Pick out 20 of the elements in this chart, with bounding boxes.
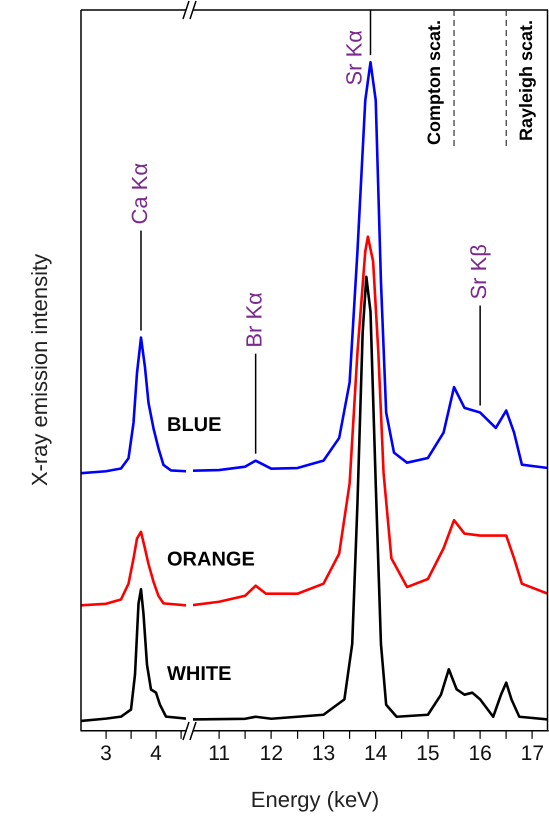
ref-line-label: Rayleigh scat. xyxy=(516,20,536,142)
x-tick-label: 3 xyxy=(100,742,112,766)
annotation: Ca Kα xyxy=(127,162,152,225)
x-axis-title: Energy (keV) xyxy=(250,787,380,813)
series-label: WHITE xyxy=(167,662,232,685)
x-tick-label: 12 xyxy=(260,742,283,766)
series-label: BLUE xyxy=(167,414,222,436)
x-tick-label: 16 xyxy=(468,742,492,766)
ref-line-label: Compton scat. xyxy=(424,20,444,146)
x-tick-label: 11 xyxy=(208,742,230,766)
x-tick-label: 4 xyxy=(150,742,162,766)
y-axis-title: X-ray emission intensity xyxy=(27,254,53,486)
x-tick-label: 17 xyxy=(520,742,544,766)
annotation: Br Kα xyxy=(242,292,267,348)
x-tick-label: 13 xyxy=(312,742,336,766)
x-tick-label: 14 xyxy=(364,742,388,766)
x-tick-label: 15 xyxy=(416,742,440,766)
series-label: ORANGE xyxy=(167,548,255,571)
annotation: Sr Kα xyxy=(342,30,367,86)
annotation: Sr Kβ xyxy=(466,244,492,300)
